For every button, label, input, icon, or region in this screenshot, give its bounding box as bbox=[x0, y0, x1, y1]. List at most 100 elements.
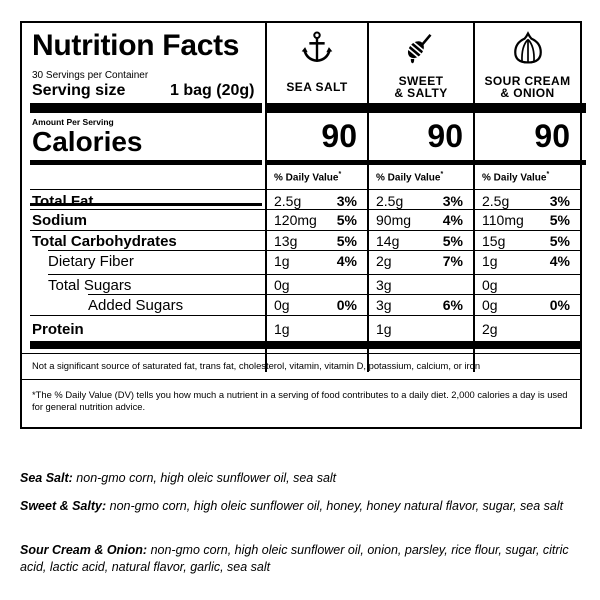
honey-dipper-icon bbox=[404, 31, 438, 65]
column-divider-bar bbox=[475, 103, 586, 113]
servings-per-container: 30 Servings per Container bbox=[32, 70, 149, 81]
nutrient-daily-value: 0% bbox=[549, 297, 570, 313]
row-separator bbox=[30, 315, 580, 316]
flavor-name-line: SEA SALT bbox=[286, 80, 348, 94]
nutrition-facts-panel: Nutrition Facts 30 Servings per Containe… bbox=[20, 21, 586, 429]
nutrient-amount: 2.5g bbox=[376, 193, 404, 209]
ingredient-flavor-name: Sea Salt: bbox=[20, 471, 73, 485]
flavor-name: SEA SALT bbox=[267, 81, 367, 93]
onion-icon bbox=[511, 31, 545, 65]
nutrient-name: Protein bbox=[32, 321, 84, 338]
nutrient-name: Dietary Fiber bbox=[48, 253, 134, 270]
flavor-name: SOUR CREAM & ONION bbox=[475, 75, 580, 99]
column-divider bbox=[473, 23, 475, 372]
column-divider-bar bbox=[267, 103, 367, 113]
nutrient-amount: 1g bbox=[274, 321, 290, 337]
table-divider bbox=[30, 203, 262, 206]
nutrient-amount: 1g bbox=[482, 253, 498, 269]
row-separator bbox=[88, 294, 580, 295]
footnote-divider bbox=[22, 379, 580, 380]
daily-value-header: % Daily Value* bbox=[482, 171, 549, 183]
daily-value-star: * bbox=[440, 171, 444, 178]
nutrient-name: Total Carbohydrates bbox=[32, 233, 177, 250]
nutrient-name: Total Sugars bbox=[48, 277, 132, 294]
nutrient-daily-value: 4% bbox=[549, 253, 570, 269]
serving-size-label: Serving size bbox=[32, 82, 126, 99]
flavor-name-line: SWEET bbox=[398, 74, 444, 88]
nutrient-amount: 14g bbox=[376, 233, 400, 249]
nutrient-daily-value: 0% bbox=[336, 297, 357, 313]
nutrient-name: Added Sugars bbox=[88, 297, 184, 314]
nutrient-amount: 0g bbox=[274, 297, 290, 313]
nutrient-amount: 15g bbox=[482, 233, 506, 249]
row-separator bbox=[48, 250, 580, 251]
nutrient-daily-value: 5% bbox=[442, 233, 463, 249]
anchor-icon bbox=[300, 31, 334, 65]
calories-label: Calories bbox=[32, 126, 143, 157]
serving-size-value: 1 bag (20g) bbox=[170, 82, 255, 99]
calories-divider bbox=[475, 160, 586, 165]
nutrient-amount: 90mg bbox=[376, 212, 412, 228]
nutrient-daily-value: 3% bbox=[442, 193, 463, 209]
not-significant-footnote: Not a significant source of saturated fa… bbox=[32, 360, 481, 371]
nutrient-daily-value: 6% bbox=[442, 297, 463, 313]
flavor-name-line: & ONION bbox=[500, 86, 555, 100]
nutrient-amount: 2g bbox=[376, 253, 392, 269]
nutrient-daily-value: 4% bbox=[442, 212, 463, 228]
nutrient-daily-value: 5% bbox=[336, 212, 357, 228]
daily-value-header: % Daily Value* bbox=[376, 171, 443, 183]
nutrient-amount: 120mg bbox=[274, 212, 317, 228]
daily-value-text: % Daily Value bbox=[274, 172, 339, 184]
nutrient-amount: 0g bbox=[274, 277, 290, 293]
nutrient-amount: 0g bbox=[482, 297, 498, 313]
nutrient-daily-value: 5% bbox=[549, 212, 570, 228]
calories-divider bbox=[369, 160, 473, 165]
nutrient-amount: 3g bbox=[376, 297, 392, 313]
daily-value-header: % Daily Value* bbox=[274, 171, 341, 183]
nutrient-amount: 2.5g bbox=[274, 193, 302, 209]
amount-per-serving-label: Amount Per Serving bbox=[32, 117, 114, 127]
nutrient-name: Sodium bbox=[32, 212, 87, 229]
nutrient-daily-value: 3% bbox=[549, 193, 570, 209]
nutrient-amount: 2g bbox=[482, 321, 498, 337]
calories-divider bbox=[30, 160, 262, 165]
daily-value-footnote: *The % Daily Value (DV) tells you how mu… bbox=[32, 389, 568, 412]
column-divider bbox=[265, 23, 267, 372]
row-separator bbox=[30, 189, 580, 190]
daily-value-text: % Daily Value bbox=[376, 172, 441, 184]
row-separator bbox=[30, 230, 580, 231]
flavor-calories: 90 bbox=[321, 118, 357, 154]
nutrient-name: Total Fat bbox=[32, 193, 94, 210]
nutrient-daily-value: 7% bbox=[442, 253, 463, 269]
nutrient-amount: 13g bbox=[274, 233, 298, 249]
row-separator bbox=[30, 209, 580, 210]
thick-divider bbox=[30, 103, 262, 113]
ingredient-entry: Sweet & Salty: non-gmo corn, high oleic … bbox=[20, 498, 580, 515]
nutrition-facts-title: Nutrition Facts bbox=[32, 29, 240, 62]
flavor-name-line: & SALTY bbox=[394, 86, 448, 100]
nutrient-amount: 1g bbox=[376, 321, 392, 337]
nutrient-daily-value: 3% bbox=[336, 193, 357, 209]
ingredient-flavor-name: Sour Cream & Onion: bbox=[20, 543, 148, 557]
nutrient-amount: 0g bbox=[482, 277, 498, 293]
row-separator bbox=[48, 274, 580, 275]
nutrient-amount: 3g bbox=[376, 277, 392, 293]
nutrient-daily-value: 5% bbox=[549, 233, 570, 249]
nutrient-amount: 110mg bbox=[482, 212, 524, 228]
footnote-divider bbox=[22, 353, 580, 354]
daily-value-star: * bbox=[546, 171, 550, 178]
daily-value-star: * bbox=[338, 171, 342, 178]
daily-value-text: % Daily Value bbox=[482, 172, 547, 184]
ingredient-list: non-gmo corn, high oleic sunflower oil, … bbox=[106, 499, 564, 513]
ingredient-list: non-gmo corn, high oleic sunflower oil, … bbox=[20, 543, 569, 574]
flavor-calories: 90 bbox=[427, 118, 463, 154]
ingredient-entry: Sea Salt: non-gmo corn, high oleic sunfl… bbox=[20, 470, 580, 487]
table-divider bbox=[30, 341, 580, 349]
flavor-name-line: SOUR CREAM bbox=[484, 74, 571, 88]
column-divider-bar bbox=[369, 103, 473, 113]
ingredient-flavor-name: Sweet & Salty: bbox=[20, 499, 107, 513]
nutrient-amount: 2.5g bbox=[482, 193, 510, 209]
nutrient-amount: 1g bbox=[274, 253, 290, 269]
flavor-name: SWEET & SALTY bbox=[369, 75, 473, 99]
ingredient-entry: Sour Cream & Onion: non-gmo corn, high o… bbox=[20, 542, 580, 576]
